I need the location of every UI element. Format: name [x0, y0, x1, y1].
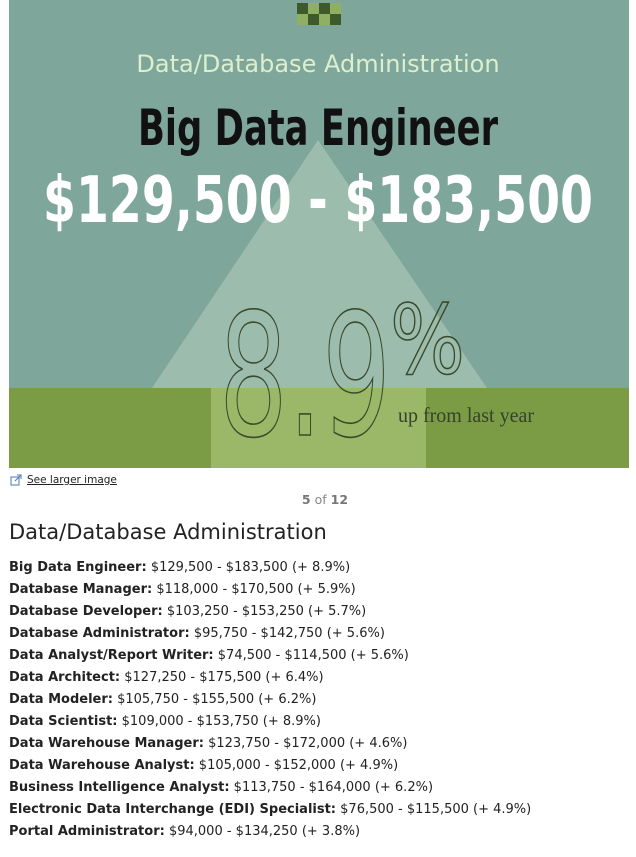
larger-image-link[interactable]: See larger image — [10, 474, 117, 486]
section-heading: Data/Database Administration — [9, 520, 327, 544]
checker-icon — [297, 3, 341, 25]
role-details: $95,750 - $142,750 (+ 5.6%) — [193, 626, 385, 641]
pager-separator: of — [314, 492, 327, 507]
role-details: $123,750 - $172,000 (+ 4.6%) — [208, 736, 408, 751]
role: Data Scientist: — [9, 714, 118, 729]
salary-item: Data Warehouse Analyst: $105,000 - $152,… — [9, 755, 531, 777]
salary-item: Data Architect: $127,250 - $175,500 (+ 6… — [9, 667, 531, 689]
salary-item: Data Warehouse Manager: $123,750 - $172,… — [9, 733, 531, 755]
slide-salary: $129,500 - $183,500 — [43, 164, 593, 238]
role-details: $103,250 - $153,250 (+ 5.7%) — [166, 604, 367, 619]
role: Database Developer: — [9, 604, 163, 619]
role-details: $113,750 - $164,000 (+ 6.2%) — [233, 780, 434, 795]
change-caption: up from last year — [398, 403, 534, 427]
role: Database Administrator: — [9, 626, 190, 641]
pager: 5 of 12 — [0, 492, 636, 507]
salary-item: Database Manager: $118,000 - $170,500 (+… — [9, 579, 531, 601]
change-unit: % — [390, 286, 465, 396]
role: Data Modeler: — [9, 692, 113, 707]
triangle — [152, 140, 487, 388]
role-details: $127,250 - $175,500 (+ 6.4%) — [124, 670, 324, 685]
role: Data Architect: — [9, 670, 121, 685]
role: Big Data Engineer: — [9, 560, 147, 575]
role-details: $109,000 - $153,750 (+ 8.9%) — [121, 714, 321, 729]
salary-item: Electronic Data Interchange (EDI) Specia… — [9, 799, 531, 821]
pager-current: 5 — [301, 492, 311, 507]
role-details: $74,500 - $114,500 (+ 5.6%) — [217, 648, 409, 663]
slide-image[interactable]: Data/Database Administration Big Data En… — [9, 0, 629, 468]
role: Data Warehouse Analyst: — [9, 758, 195, 773]
external-icon — [10, 474, 22, 486]
role-details: $76,500 - $115,500 (+ 4.9%) — [340, 802, 532, 817]
salary-item: Portal Administrator: $94,000 - $134,250… — [9, 821, 531, 843]
salary-item: Database Administrator: $95,750 - $142,7… — [9, 623, 531, 645]
change-number: 8.9 — [219, 278, 391, 468]
role-details: $105,000 - $152,000 (+ 4.9%) — [198, 758, 399, 773]
role: Database Manager: — [9, 582, 153, 597]
role: Data Warehouse Manager: — [9, 736, 204, 751]
slide-category: Data/Database Administration — [136, 50, 499, 78]
salary-item: Database Developer: $103,250 - $153,250 … — [9, 601, 531, 623]
salary-item: Data Scientist: $109,000 - $153,750 (+ 8… — [9, 711, 531, 733]
salary-item: Data Analyst/Report Writer: $74,500 - $1… — [9, 645, 531, 667]
role: Portal Administrator: — [9, 824, 165, 839]
role-details: $105,750 - $155,500 (+ 6.2%) — [117, 692, 317, 707]
role-details: $129,500 - $183,500 (+ 8.9%) — [150, 560, 351, 575]
link-text[interactable]: See larger image — [27, 474, 117, 486]
salary-item: Data Modeler: $105,750 - $155,500 (+ 6.2… — [9, 689, 531, 711]
role: Business Intelligence Analyst: — [9, 780, 230, 795]
salary-list: Big Data Engineer: $129,500 - $183,500 (… — [9, 557, 531, 843]
role: Electronic Data Interchange (EDI) Specia… — [9, 802, 337, 817]
pager-total: 12 — [330, 492, 349, 507]
role: Data Analyst/Report Writer: — [9, 648, 214, 663]
role-details: $118,000 - $170,500 (+ 5.9%) — [156, 582, 356, 597]
salary-item: Business Intelligence Analyst: $113,750 … — [9, 777, 531, 799]
salary-item: Big Data Engineer: $129,500 - $183,500 (… — [9, 557, 531, 579]
slide-title: Big Data Engineer — [138, 99, 498, 157]
light-column — [211, 388, 426, 468]
role-details: $94,000 - $134,250 (+ 3.8%) — [168, 824, 361, 839]
